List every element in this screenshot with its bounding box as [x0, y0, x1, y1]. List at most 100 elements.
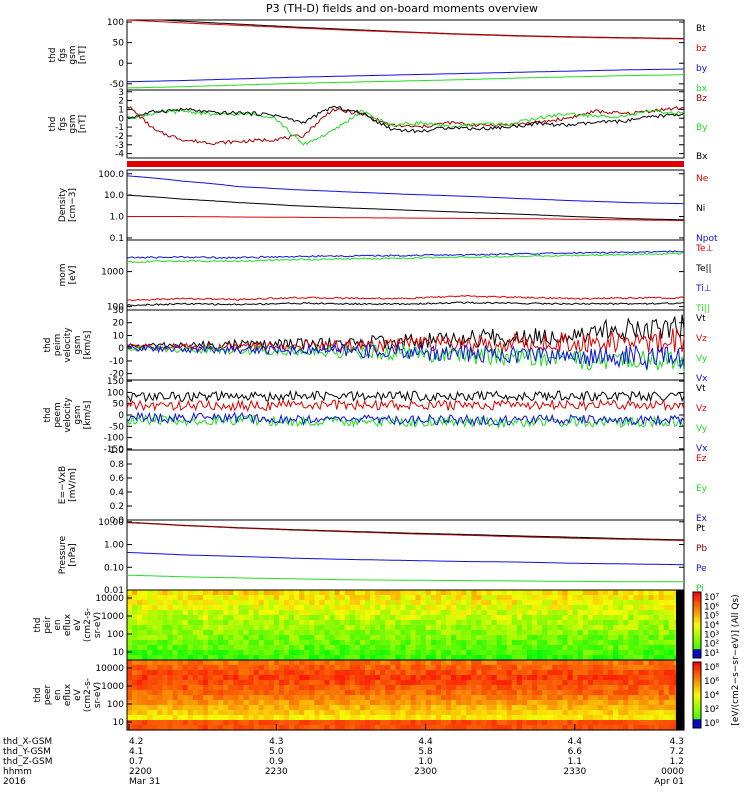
spectrogram-cell [299, 595, 305, 601]
spectrogram-cell [157, 680, 164, 686]
spectrogram-cell [496, 615, 503, 621]
spectrogram-cell [658, 650, 665, 656]
spectrogram-cell [653, 715, 660, 721]
spectrogram-cell [481, 710, 488, 716]
spectrogram-cell [516, 705, 523, 711]
spectrogram-cell [390, 610, 396, 616]
spectrogram-cell [182, 670, 189, 676]
spectrogram-cell [390, 695, 396, 701]
spectrogram-cell [319, 600, 326, 606]
spectrogram-cell [572, 725, 579, 731]
spectrogram-cell [329, 595, 336, 601]
spectrogram-cell [395, 685, 402, 691]
spectrogram-cell [430, 645, 437, 651]
spectrogram-cell [648, 650, 655, 656]
spectrogram-cell [491, 685, 498, 691]
spectrogram-cell [289, 710, 295, 716]
spectrogram-cell [273, 665, 280, 671]
spectrogram-cell [618, 590, 624, 596]
spectrogram-cell [299, 590, 305, 596]
spectrogram-cell [319, 630, 326, 636]
spectrogram-cell [668, 710, 675, 716]
spectrogram-cell [476, 590, 483, 596]
spectrogram-cell [572, 710, 579, 716]
spectrogram-cell [273, 650, 280, 656]
spectrogram-cell [162, 695, 169, 701]
spectrogram-cell [162, 715, 169, 721]
spectrogram-cell [283, 645, 290, 651]
spectrogram-cell [552, 685, 559, 691]
spectrogram-cell [557, 725, 564, 731]
spectrogram-cell [142, 600, 148, 606]
spectrogram-cell [486, 590, 493, 596]
spectrogram-cell [334, 725, 341, 731]
spectrogram-cell [648, 675, 655, 681]
x-axis-value: 0.9 [269, 757, 284, 767]
colorbar-electrons-cell [693, 710, 701, 714]
series-line-Bz [126, 105, 685, 146]
spectrogram-cell [638, 670, 645, 676]
spectrogram-cell [137, 705, 143, 711]
spectrogram-cell [197, 590, 204, 596]
spectrogram-cell [602, 610, 609, 616]
spectrogram-cell [177, 650, 184, 656]
spectrogram-cell [208, 660, 214, 666]
spectrogram-cell [471, 595, 477, 601]
spectrogram-cell [425, 605, 432, 611]
spectrogram-cell [187, 710, 194, 716]
spectrogram-cell [390, 600, 396, 606]
spectrogram-cell [233, 725, 239, 731]
spectrogram-cell [658, 705, 665, 711]
spectrogram-cell [562, 680, 569, 686]
spectrogram-cell [263, 720, 270, 726]
spectrogram-cell [248, 600, 255, 606]
spectrogram-cell [299, 605, 305, 611]
spectrogram-cell [587, 675, 594, 681]
spectrogram-cell [628, 720, 634, 726]
x-axis-row-label: 2016 [3, 777, 26, 787]
spectrogram-cell [481, 670, 488, 676]
spectrogram-cell [172, 605, 179, 611]
spectrogram-cell [425, 625, 432, 631]
spectrogram-cell [380, 710, 386, 716]
spectrogram-cell [521, 685, 528, 691]
spectrogram-cell [613, 630, 619, 636]
spectrogram-cell [623, 705, 629, 711]
spectrogram-cell [359, 700, 366, 706]
spectrogram-cell [537, 605, 543, 611]
spectrogram-cell [208, 695, 214, 701]
spectrogram-cell [299, 620, 305, 626]
spectrogram-cell [187, 700, 194, 706]
spectrogram-cell [238, 700, 245, 706]
spectrogram-cell [430, 630, 437, 636]
spectrogram-cell [663, 630, 670, 636]
spectrogram-cell [177, 700, 184, 706]
spectrogram-cell [182, 600, 189, 606]
spectrogram-cell [658, 655, 665, 661]
spectrogram-cell [577, 685, 584, 691]
spectrogram-cell [202, 655, 209, 661]
spectrogram-cell [354, 635, 361, 641]
spectrogram-cell [294, 705, 300, 711]
spectrogram-cell [602, 590, 609, 596]
spectrogram-cell [623, 710, 629, 716]
spectrogram-cell [395, 655, 402, 661]
x-axis-value: 4.2 [129, 737, 143, 747]
spectrogram-cell [537, 640, 543, 646]
spectrogram-cell [319, 625, 326, 631]
panel-frame [126, 89, 685, 159]
spectrogram-cell [501, 600, 508, 606]
spectrogram-cell [506, 720, 513, 726]
spectrogram-cell [466, 625, 472, 631]
spectrogram-cell [668, 725, 675, 731]
spectrogram-cell [557, 715, 564, 721]
spectrogram-cell [587, 645, 594, 651]
spectrogram-cell [481, 645, 488, 651]
spectrogram-cell [192, 645, 199, 651]
spectrogram-cell [506, 665, 513, 671]
spectrogram-cell [324, 660, 331, 666]
spectrogram-cell [466, 685, 472, 691]
spectrogram-cell [400, 655, 407, 661]
spectrogram-cell [187, 655, 194, 661]
y-axis-label: gsm [73, 335, 83, 354]
